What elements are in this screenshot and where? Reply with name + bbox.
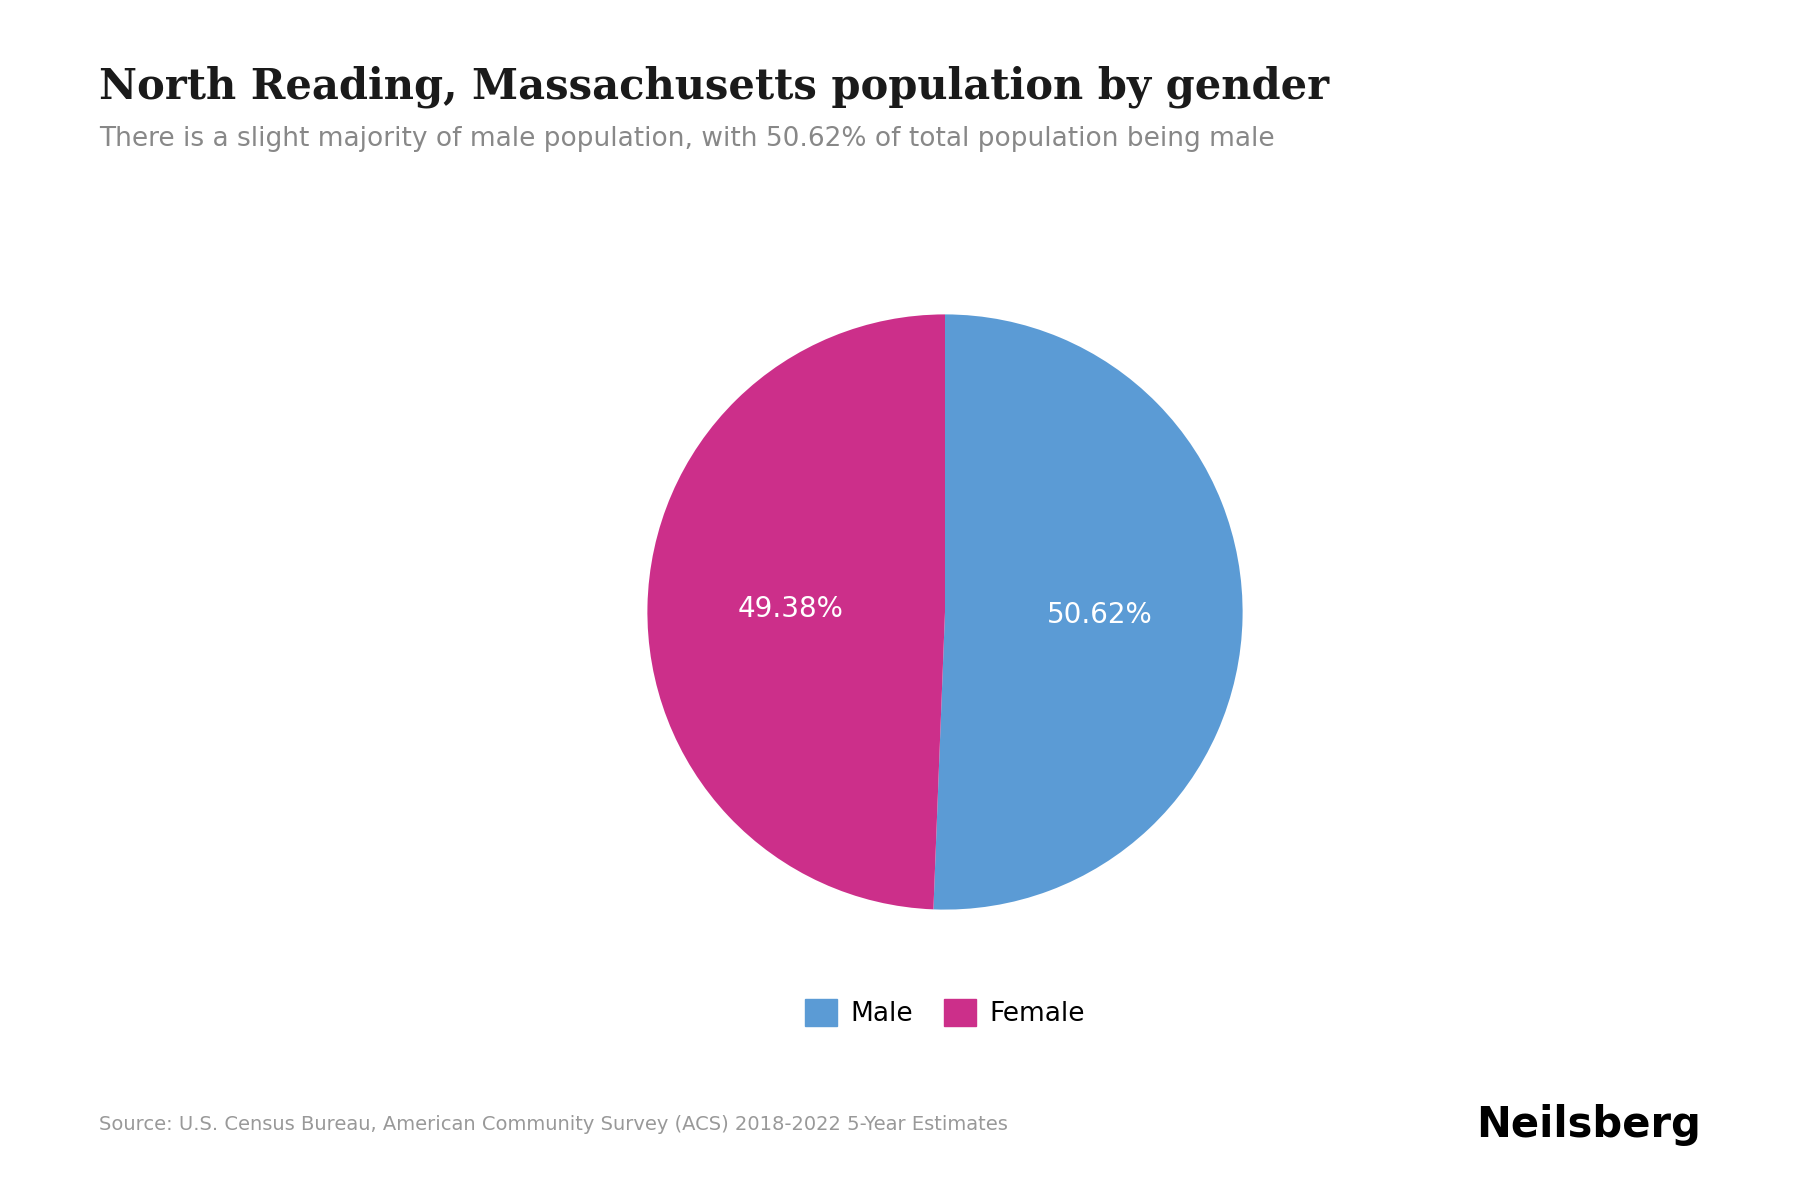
Text: Source: U.S. Census Bureau, American Community Survey (ACS) 2018-2022 5-Year Est: Source: U.S. Census Bureau, American Com… [99, 1115, 1008, 1134]
Text: Neilsberg: Neilsberg [1476, 1104, 1701, 1146]
Wedge shape [648, 314, 945, 910]
Legend: Male, Female: Male, Female [794, 989, 1096, 1038]
Text: 50.62%: 50.62% [1048, 601, 1152, 629]
Text: 49.38%: 49.38% [738, 595, 842, 623]
Wedge shape [934, 314, 1242, 910]
Text: There is a slight majority of male population, with 50.62% of total population b: There is a slight majority of male popul… [99, 126, 1274, 152]
Text: North Reading, Massachusetts population by gender: North Reading, Massachusetts population … [99, 66, 1328, 108]
